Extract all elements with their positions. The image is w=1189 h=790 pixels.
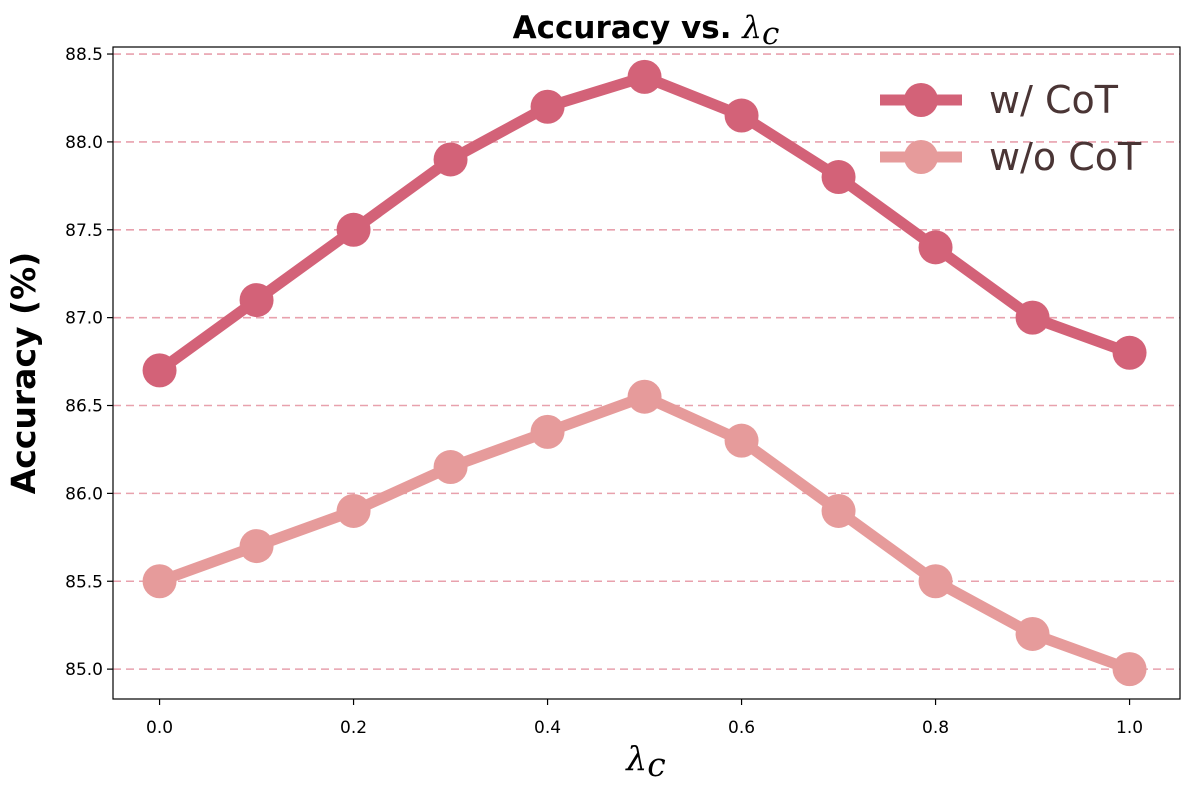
series-line (154, 391, 1136, 675)
data-point (530, 414, 565, 449)
data-point (239, 283, 274, 318)
series-w-cot (142, 59, 1147, 388)
data-point (433, 450, 468, 485)
x-axis-label: λc (624, 739, 665, 784)
y-tick-label: 86.0 (65, 484, 103, 504)
x-tick-label: 0.0 (146, 718, 173, 738)
data-point (336, 493, 371, 528)
legend-item: w/ CoT (880, 78, 1119, 122)
chart-title-symbol: λ (740, 10, 762, 46)
y-axis-ticks: 85.0 85.5 86.0 86.5 87.0 87.5 88.0 88.5 (65, 45, 113, 680)
series-line (154, 71, 1136, 376)
data-point (724, 423, 759, 458)
y-tick-label: 86.5 (65, 397, 103, 417)
data-point (918, 230, 953, 265)
legend: w/ CoT w/o CoT (880, 78, 1142, 179)
data-point (821, 493, 856, 528)
data-point (1112, 652, 1147, 687)
data-point (821, 160, 856, 195)
data-point (627, 379, 662, 414)
y-tick-label: 85.5 (65, 572, 103, 592)
legend-marker (904, 83, 938, 117)
y-tick-label: 87.0 (65, 309, 103, 329)
data-point (1112, 335, 1147, 370)
legend-item: w/o CoT (880, 135, 1142, 179)
plot-frame (112, 46, 1181, 700)
x-axis-ticks: 0.0 0.2 0.4 0.6 0.8 1.0 (146, 699, 1143, 738)
x-tick-label: 0.2 (340, 718, 367, 738)
data-point (1015, 616, 1050, 651)
series-lines (142, 59, 1147, 687)
x-tick-label: 0.4 (534, 718, 561, 738)
chart-title: Accuracy vs. λc (513, 10, 780, 52)
legend-marker (904, 140, 938, 174)
data-point (1015, 300, 1050, 335)
x-tick-label: 0.8 (922, 718, 949, 738)
data-point (724, 98, 759, 133)
chart-title-text: Accuracy vs. (513, 10, 732, 46)
data-point (336, 212, 371, 247)
y-tick-label: 88.5 (65, 45, 103, 65)
x-axis-label-subscript: c (647, 745, 665, 784)
y-tick-label: 85.0 (65, 660, 103, 680)
data-point (918, 564, 953, 599)
x-tick-label: 1.0 (1116, 718, 1143, 738)
data-point (627, 59, 662, 94)
data-point (239, 529, 274, 564)
data-point (530, 89, 565, 124)
x-tick-label: 0.6 (728, 718, 755, 738)
legend-label: w/o CoT (989, 135, 1142, 179)
y-axis-label: Accuracy (%) (4, 252, 43, 495)
y-tick-label: 87.5 (65, 221, 103, 241)
series-wo-cot (142, 379, 1147, 687)
data-point (142, 564, 177, 599)
data-point (142, 353, 177, 388)
y-tick-label: 88.0 (65, 133, 103, 153)
chart-title-subscript: c (762, 16, 779, 52)
x-axis-label-symbol: λ (624, 739, 647, 778)
data-point (433, 142, 468, 177)
legend-label: w/ CoT (989, 78, 1119, 122)
